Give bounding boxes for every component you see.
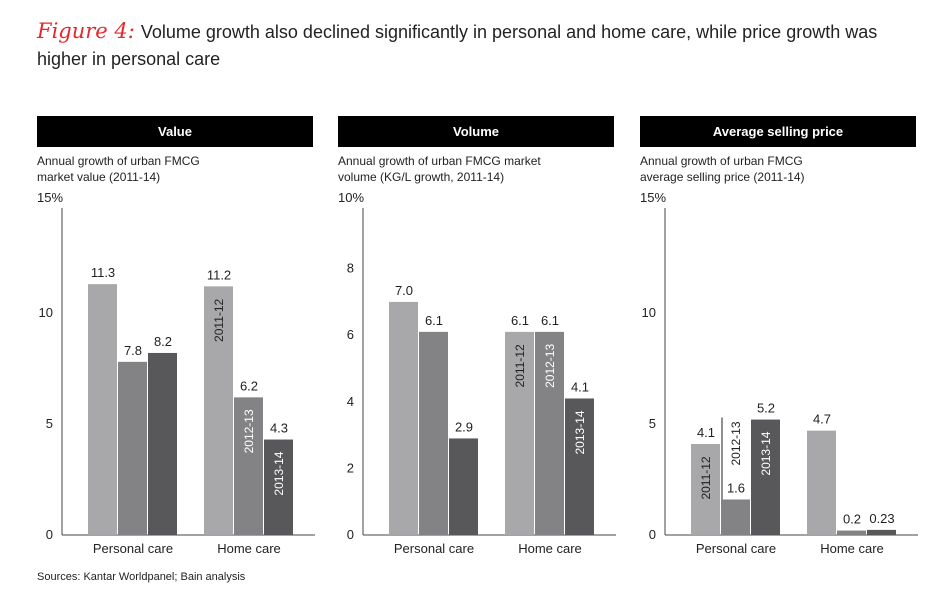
series-label: 2011-12 bbox=[699, 456, 713, 499]
data-label: 0.23 bbox=[869, 511, 894, 526]
category-label: Personal care bbox=[394, 541, 474, 556]
panel-subtitle: Annual growth of urban FMCG average sell… bbox=[640, 154, 805, 184]
bar-2012-13 bbox=[721, 499, 750, 535]
bar-2013-14 bbox=[449, 438, 478, 535]
data-label: 8.2 bbox=[154, 334, 172, 349]
unit-label: 15% bbox=[640, 190, 666, 205]
panel-header: Value bbox=[37, 116, 313, 147]
category-label: Personal care bbox=[93, 541, 173, 556]
series-label: 2012-13 bbox=[543, 344, 557, 388]
y-tick-label: 6 bbox=[347, 327, 354, 342]
data-label: 1.6 bbox=[727, 480, 745, 495]
series-label: 2012-13 bbox=[729, 421, 743, 465]
bar-2011-12 bbox=[807, 430, 836, 535]
series-label: 2012-13 bbox=[242, 409, 256, 453]
bar-2011-12 bbox=[691, 443, 720, 535]
source-note: Sources: Kantar Worldpanel; Bain analysi… bbox=[37, 571, 246, 583]
y-tick-label: 2 bbox=[347, 460, 354, 475]
y-tick-label: 4 bbox=[347, 394, 354, 409]
data-label: 11.3 bbox=[91, 265, 115, 280]
unit-label: 15% bbox=[37, 190, 63, 205]
price-panel: Average selling price Annual growth of u… bbox=[640, 116, 916, 185]
bar-2013-14 bbox=[751, 419, 780, 535]
panel-subtitle: Annual growth of urban FMCG market value… bbox=[37, 154, 200, 184]
bar-2011-12 bbox=[204, 286, 233, 535]
data-label: 6.1 bbox=[425, 313, 443, 328]
bar-2012-13 bbox=[419, 331, 448, 535]
y-tick-label: 5 bbox=[649, 416, 656, 431]
bar-2012-13 bbox=[118, 361, 147, 535]
bar-2012-13 bbox=[837, 530, 866, 535]
figure-title: Figure 4: Volume growth also declined sig… bbox=[37, 18, 927, 73]
y-tick-label: 8 bbox=[347, 261, 354, 276]
data-label: 6.1 bbox=[541, 313, 559, 328]
y-tick-label: 0 bbox=[46, 527, 53, 542]
bar-2013-14 bbox=[565, 398, 594, 535]
bar-2012-13 bbox=[234, 397, 263, 535]
data-label: 0.2 bbox=[843, 512, 861, 527]
bar-2013-14 bbox=[867, 529, 896, 535]
y-tick-label: 10 bbox=[39, 305, 53, 320]
bar-2012-13 bbox=[535, 331, 564, 535]
data-label: 11.2 bbox=[207, 267, 231, 282]
panel-header: Volume bbox=[338, 116, 614, 147]
y-tick-label: 0 bbox=[649, 527, 656, 542]
data-label: 2.9 bbox=[455, 419, 473, 434]
bar-2013-14 bbox=[148, 352, 177, 535]
data-label: 4.3 bbox=[270, 421, 288, 436]
category-label: Personal care bbox=[696, 541, 776, 556]
data-label: 4.7 bbox=[813, 412, 831, 427]
panel-header: Average selling price bbox=[640, 116, 916, 147]
data-label: 4.1 bbox=[571, 379, 589, 394]
y-tick-label: 5 bbox=[46, 416, 53, 431]
data-label: 6.2 bbox=[240, 378, 258, 393]
series-label: 2013-14 bbox=[759, 431, 773, 475]
figure-label: Figure 4: bbox=[37, 19, 135, 43]
category-label: Home care bbox=[820, 541, 884, 556]
category-label: Home care bbox=[518, 541, 582, 556]
series-label: 2011-12 bbox=[513, 344, 527, 387]
category-label: Home care bbox=[217, 541, 281, 556]
series-label: 2013-14 bbox=[573, 410, 587, 454]
volume-panel: Volume Annual growth of urban FMCG marke… bbox=[338, 116, 614, 185]
data-label: 6.1 bbox=[511, 313, 529, 328]
series-label: 2013-14 bbox=[272, 451, 286, 495]
panel-subtitle: Annual growth of urban FMCG market volum… bbox=[338, 154, 541, 184]
figure-title-text: Volume growth also declined significantl… bbox=[37, 22, 878, 69]
bar-2011-12 bbox=[88, 284, 117, 535]
y-tick-label: 0 bbox=[347, 527, 354, 542]
bar-2011-12 bbox=[389, 301, 418, 535]
data-label: 4.1 bbox=[697, 425, 715, 440]
bar-2013-14 bbox=[264, 439, 293, 535]
series-label: 2011-12 bbox=[212, 298, 226, 341]
value-panel: Value Annual growth of urban FMCG market… bbox=[37, 116, 313, 185]
value-chart: 15% 0 5 10 11.3 7.8 8.2 Personal care 11.2 2011-1… bbox=[37, 190, 315, 556]
unit-label: 10% bbox=[338, 190, 364, 205]
data-label: 5.2 bbox=[757, 401, 775, 416]
bar-2011-12 bbox=[505, 331, 534, 535]
y-tick-label: 10 bbox=[642, 305, 656, 320]
data-label: 7.0 bbox=[395, 283, 413, 298]
volume-chart: 10% 0 2 4 6 8 7.0 6.1 2.9 Personal care 6.1 2011-12… bbox=[338, 190, 616, 556]
price-chart: 15% 0 5 10 4.1 2011-12 1.6 2012-13 5.2 2013-14 Per… bbox=[640, 190, 918, 556]
data-label: 7.8 bbox=[124, 343, 142, 358]
